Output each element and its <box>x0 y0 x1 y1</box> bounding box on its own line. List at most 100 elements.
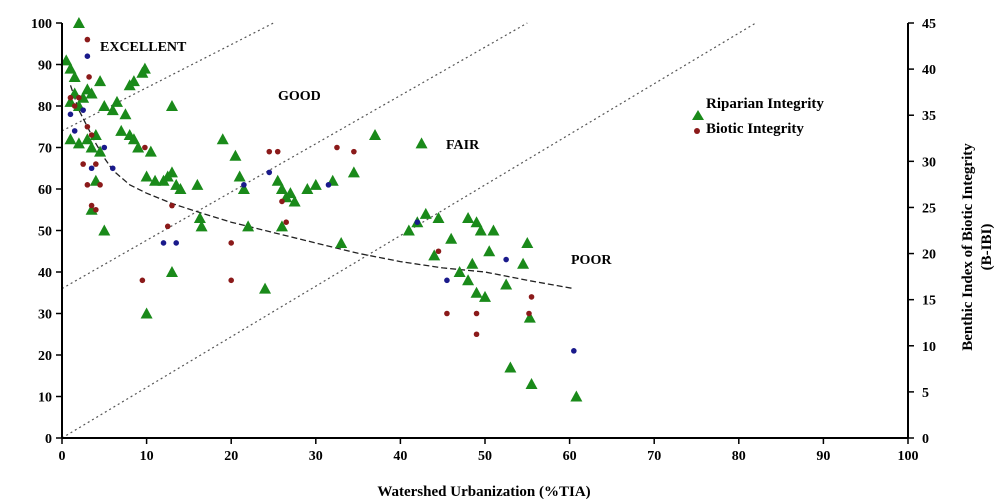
biotic-point <box>142 144 148 151</box>
biotic-point <box>93 206 99 213</box>
riparian-point <box>138 62 151 74</box>
riparian-point <box>432 212 445 224</box>
biotic-point <box>526 310 532 317</box>
riparian-point <box>85 141 98 153</box>
biotic-point <box>571 348 577 354</box>
x-axis-title: Watershed Urbanization (%TIA) <box>377 484 590 500</box>
x-tick-label: 100 <box>898 449 919 464</box>
riparian-point <box>149 174 162 186</box>
biotic-point <box>67 111 74 118</box>
riparian-point <box>470 286 483 298</box>
legend-label-biotic: Biotic Integrity <box>706 121 804 137</box>
biotic-point <box>88 202 95 209</box>
legend: Riparian Integrity Biotic Integrity <box>692 96 824 137</box>
y-tick-label: 100 <box>31 17 52 32</box>
biotic-point <box>109 165 116 172</box>
x-tick-label: 80 <box>732 449 746 464</box>
riparian-point <box>523 311 536 323</box>
riparian-point <box>242 220 255 232</box>
biotic-point <box>241 182 247 188</box>
riparian-point <box>72 17 85 28</box>
riparian-point <box>233 170 246 182</box>
y2-tick-label: 35 <box>922 109 936 124</box>
biotic-point <box>228 240 234 246</box>
riparian-point <box>500 278 513 290</box>
biotic-point <box>435 248 442 255</box>
legend-dot-icon <box>694 128 700 134</box>
y2-axis-title: Benthic Index of Biotic Integrity (B-IBI… <box>960 143 995 351</box>
x-tick-label: 10 <box>140 449 154 464</box>
riparian-point <box>115 124 128 136</box>
biotic-point <box>80 161 86 167</box>
riparian-point <box>68 70 81 82</box>
biotic-point <box>444 277 450 284</box>
y2-tick-label: 45 <box>922 17 936 32</box>
y2-axis-title-line2: (B-IBI) <box>979 224 995 271</box>
riparian-series <box>60 17 583 402</box>
biotic-point <box>80 107 86 113</box>
trend-line <box>69 85 574 290</box>
biotic-point <box>97 182 103 188</box>
riparian-point <box>504 361 517 373</box>
biotic-point <box>84 36 91 43</box>
riparian-point <box>487 224 500 236</box>
y-tick-label: 20 <box>38 349 52 364</box>
y-tick-label: 40 <box>38 266 52 281</box>
riparian-point <box>127 75 140 87</box>
riparian-point <box>462 274 475 286</box>
riparian-point <box>335 236 348 248</box>
biotic-point <box>283 219 289 225</box>
biotic-point <box>279 198 285 205</box>
riparian-point <box>301 183 314 194</box>
biotic-point <box>88 132 95 138</box>
riparian-point <box>98 224 111 236</box>
y2-tick-label: 0 <box>922 432 929 447</box>
riparian-point <box>195 220 208 232</box>
biotic-point <box>93 161 99 167</box>
y2-tick-label: 10 <box>922 340 936 355</box>
y-tick-label: 60 <box>38 183 52 198</box>
zone-boundary-lines <box>61 22 757 439</box>
zone-label-fair: FAIR <box>446 138 480 153</box>
riparian-point <box>85 87 98 99</box>
biotic-point <box>169 202 175 209</box>
riparian-point <box>415 137 428 149</box>
y-tick-label: 70 <box>38 142 52 157</box>
riparian-point <box>216 133 229 145</box>
biotic-point <box>528 294 535 300</box>
riparian-point <box>309 178 322 190</box>
riparian-point <box>193 212 206 224</box>
riparian-point <box>428 249 441 261</box>
riparian-point <box>525 378 538 390</box>
x-tick-label: 20 <box>224 449 238 464</box>
biotic-point <box>473 331 480 338</box>
riparian-point <box>474 224 487 236</box>
riparian-point <box>127 133 140 145</box>
biotic-point <box>473 310 480 317</box>
y2-tick-label: 40 <box>922 63 936 78</box>
y-tick-label: 90 <box>38 59 52 74</box>
y2-tick-label: 15 <box>922 294 936 309</box>
biotic-point <box>334 144 340 151</box>
x-tick-label: 90 <box>816 449 830 464</box>
riparian-point <box>517 257 530 269</box>
legend-triangle-icon <box>692 110 704 120</box>
biotic-point <box>266 148 273 155</box>
riparian-point <box>165 166 178 178</box>
biotic-point <box>173 240 180 246</box>
riparian-point <box>72 137 85 149</box>
x-tick-label: 30 <box>309 449 323 464</box>
biotic-point <box>139 277 146 284</box>
riparian-point <box>64 62 77 74</box>
y2-tick-label: 20 <box>922 248 936 263</box>
riparian-point <box>288 195 301 207</box>
legend-label-riparian: Riparian Integrity <box>706 96 824 112</box>
tick-labels: 0 10 20 30 40 50 60 70 80 90 100010203040506070809… <box>31 17 936 464</box>
riparian-point <box>284 187 297 199</box>
biotic-point <box>86 74 92 80</box>
riparian-point <box>94 145 107 157</box>
biotic-point <box>503 256 509 263</box>
biotic-point <box>351 148 357 155</box>
riparian-point <box>275 183 288 194</box>
